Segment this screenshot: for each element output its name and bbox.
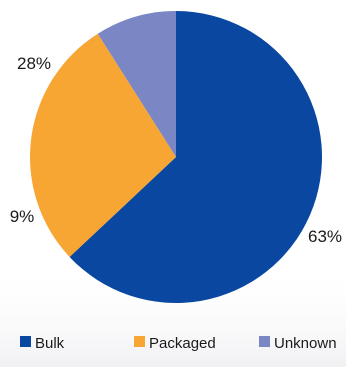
data-label-packaged: 28% <box>17 54 51 73</box>
legend-swatch-packaged <box>134 336 145 347</box>
legend-label-packaged: Packaged <box>149 335 216 352</box>
data-labels: 63% 28% 9% <box>10 54 342 246</box>
data-label-bulk: 63% <box>308 227 342 246</box>
pie-slices <box>30 11 323 303</box>
pie-slice-unknown <box>97 11 176 157</box>
data-label-unknown: 9% <box>10 207 35 226</box>
pie-slice-packaged <box>30 33 177 257</box>
legend-swatch-bulk <box>20 336 31 347</box>
legend: Bulk Packaged Unknown <box>20 335 337 352</box>
pie-slice-bulk <box>69 11 323 303</box>
legend-label-bulk: Bulk <box>35 335 65 352</box>
legend-swatch-unknown <box>259 336 270 347</box>
legend-label-unknown: Unknown <box>274 335 337 352</box>
